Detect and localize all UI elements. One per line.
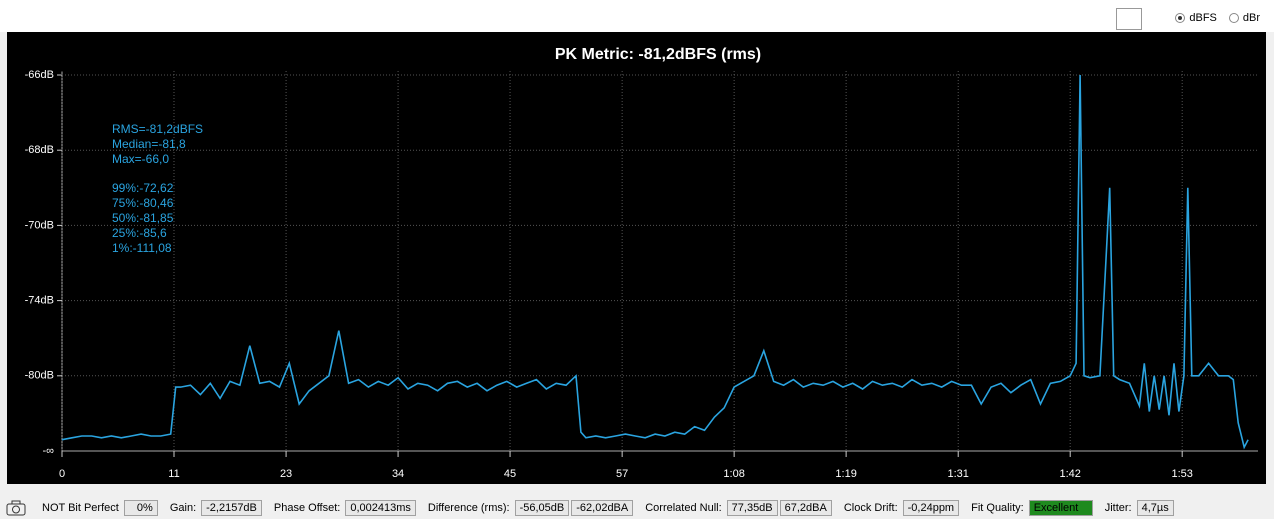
status-value: 67,2dBA xyxy=(779,500,832,516)
stat-label: RMS=-81,2dBFS xyxy=(112,122,203,136)
status-field: NOT Bit Perfect 0% xyxy=(42,500,160,516)
x-tick-label: 1:19 xyxy=(835,468,856,480)
unit-label: dBFS xyxy=(1189,12,1217,24)
percentile-label: 50%:-81,85 xyxy=(112,211,174,225)
percentile-label: 25%:-85,6 xyxy=(112,226,167,240)
status-value: -56,05dB xyxy=(514,500,570,516)
y-tick-label: -70dB xyxy=(25,219,54,231)
status-label: Correlated Null: xyxy=(645,502,722,514)
x-tick-label: 11 xyxy=(168,468,179,480)
x-tick-label: 1:53 xyxy=(1171,468,1192,480)
percentile-label: 99%:-72,62 xyxy=(112,181,174,195)
status-bar: NOT Bit Perfect 0% Gain: -2,2157dB Phase Off… xyxy=(0,497,1274,519)
status-label: Jitter: xyxy=(1104,502,1132,514)
status-value: -2,2157dB xyxy=(201,500,262,516)
chart-title: PK Metric: -81,2dBFS (rms) xyxy=(555,46,761,63)
camera-icon[interactable] xyxy=(4,499,28,517)
status-value: 0% xyxy=(123,500,158,516)
unit-selector: dBFS dBr xyxy=(1175,12,1260,24)
x-tick-label: 0 xyxy=(59,468,65,480)
radio[interactable] xyxy=(1175,13,1186,23)
status-label: Difference (rms): xyxy=(427,502,510,514)
x-tick-label: 34 xyxy=(392,468,404,480)
status-value: 0,002413ms xyxy=(345,500,416,516)
status-label: Clock Drift: xyxy=(843,502,898,514)
x-tick-label: 57 xyxy=(616,468,628,480)
status-label: Phase Offset: xyxy=(273,502,341,514)
status-field: Gain: -2,2157dB xyxy=(170,500,264,516)
status-field: Phase Offset: 0,002413ms xyxy=(274,500,418,516)
toolbar: dBFS dBr xyxy=(0,0,1274,32)
status-field: Jitter: 4,7µs xyxy=(1105,500,1176,516)
x-tick-label: 1:08 xyxy=(723,468,744,480)
status-label: Gain: xyxy=(169,502,197,514)
chart: PK Metric: -81,2dBFS (rms) -∞ -80dB -74dB -… xyxy=(7,32,1266,484)
status-value: Excellent xyxy=(1028,500,1093,516)
x-tick-label: 1:31 xyxy=(947,468,968,480)
x-tick-label: 23 xyxy=(280,468,292,480)
y-tick-label: -80dB xyxy=(25,370,54,382)
percentile-label: 75%:-80,46 xyxy=(112,196,174,210)
unit-option[interactable]: dBr xyxy=(1228,12,1260,24)
x-tick-label: 1:42 xyxy=(1059,468,1080,480)
unit-option[interactable]: dBFS xyxy=(1175,12,1217,24)
status-value: -0,24ppm xyxy=(902,500,960,516)
data-line xyxy=(61,74,1249,450)
y-tick-label: -∞ xyxy=(42,445,54,457)
status-field: Correlated Null: 77,35dB 67,2dBA xyxy=(645,500,834,516)
unit-label: dBr xyxy=(1242,12,1260,24)
status-field: Fit Quality: Excellent xyxy=(971,500,1095,516)
y-tick-label: -68dB xyxy=(25,144,54,156)
status-value: -62,02dBA xyxy=(571,500,634,516)
status-value: 4,7µs xyxy=(1136,500,1174,516)
y-tick-label: -74dB xyxy=(25,295,54,307)
stat-label: Median=-81,8 xyxy=(112,137,186,151)
status-label: Fit Quality: xyxy=(971,502,1024,514)
x-tick-label: 45 xyxy=(504,468,516,480)
chart-background xyxy=(7,32,1266,484)
status-label: NOT Bit Perfect xyxy=(42,502,119,514)
status-field: Difference (rms): -56,05dB -62,02dBA xyxy=(428,500,635,516)
percentile-label: 1%:-111,08 xyxy=(112,241,172,255)
y-tick-label: -66dB xyxy=(25,69,54,81)
radio[interactable] xyxy=(1228,13,1239,23)
view-toggle[interactable] xyxy=(1116,8,1142,30)
stat-label: Max=-66,0 xyxy=(112,152,169,166)
status-value: 77,35dB xyxy=(726,500,778,516)
status-field: Clock Drift: -0,24ppm xyxy=(844,500,961,516)
